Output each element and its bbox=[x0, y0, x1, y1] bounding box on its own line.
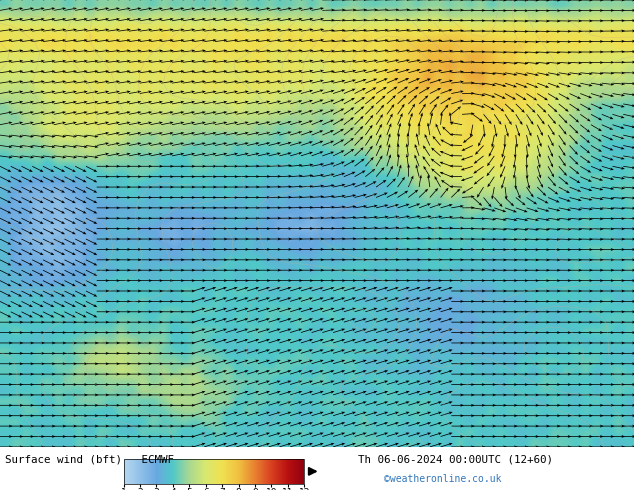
Text: Surface wind (bft)   ECMWF: Surface wind (bft) ECMWF bbox=[5, 455, 174, 465]
Text: ©weatheronline.co.uk: ©weatheronline.co.uk bbox=[384, 474, 501, 484]
Text: Th 06-06-2024 00:00UTC (12+60): Th 06-06-2024 00:00UTC (12+60) bbox=[358, 455, 553, 465]
